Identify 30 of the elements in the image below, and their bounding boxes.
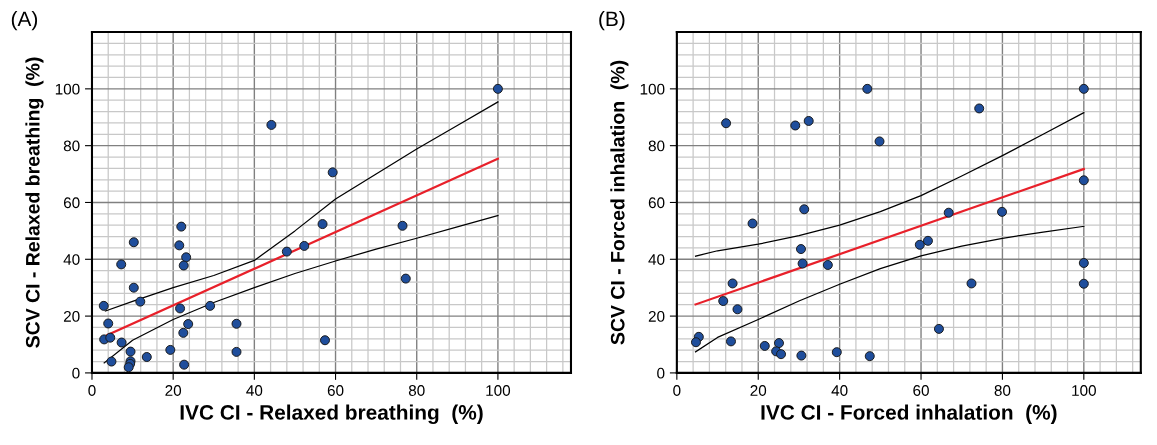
y-tick-label: 40 [648, 254, 665, 265]
x-tick-label: 80 [994, 385, 1011, 396]
y-tick-label: 20 [648, 310, 665, 322]
x-tick-label: 40 [246, 385, 263, 396]
x-tick-label: 100 [486, 385, 511, 396]
x-tick-label: 0 [88, 385, 96, 396]
x-axis-title: IVC CI - Relaxed breathing (%) [180, 404, 483, 425]
x-tick-label: 40 [831, 385, 848, 396]
x-tick-label: 60 [913, 385, 929, 396]
x-tick-label: 20 [165, 385, 182, 396]
chart-title: (A) [11, 10, 38, 31]
y-tick-label: 60 [648, 197, 665, 209]
y-axis-title: SCV CI - Forced inhalation (%) [610, 60, 629, 345]
y-tick-label: 0 [657, 367, 665, 379]
y-tick-label: 60 [63, 197, 80, 209]
y-tick-label: 100 [55, 83, 80, 95]
y-tick-label: 80 [648, 140, 665, 152]
y-tick-label: 100 [640, 83, 665, 95]
x-tick-label: 60 [327, 385, 344, 396]
x-axis-title: IVC CI - Forced inhalation (%) [761, 404, 1057, 424]
x-tick-label: 0 [673, 385, 681, 396]
x-tick-label: 80 [408, 385, 425, 396]
y-tick-label: 80 [63, 140, 80, 152]
chart-title: (B) [599, 10, 625, 31]
y-tick-label: 40 [63, 254, 80, 265]
y-axis-title: SCV CI - Relaxed breathing (%) [25, 57, 44, 348]
x-tick-label: 20 [750, 385, 767, 396]
y-tick-label: 0 [72, 367, 80, 379]
x-tick-label: 100 [1072, 385, 1096, 396]
y-tick-label: 20 [63, 310, 80, 322]
